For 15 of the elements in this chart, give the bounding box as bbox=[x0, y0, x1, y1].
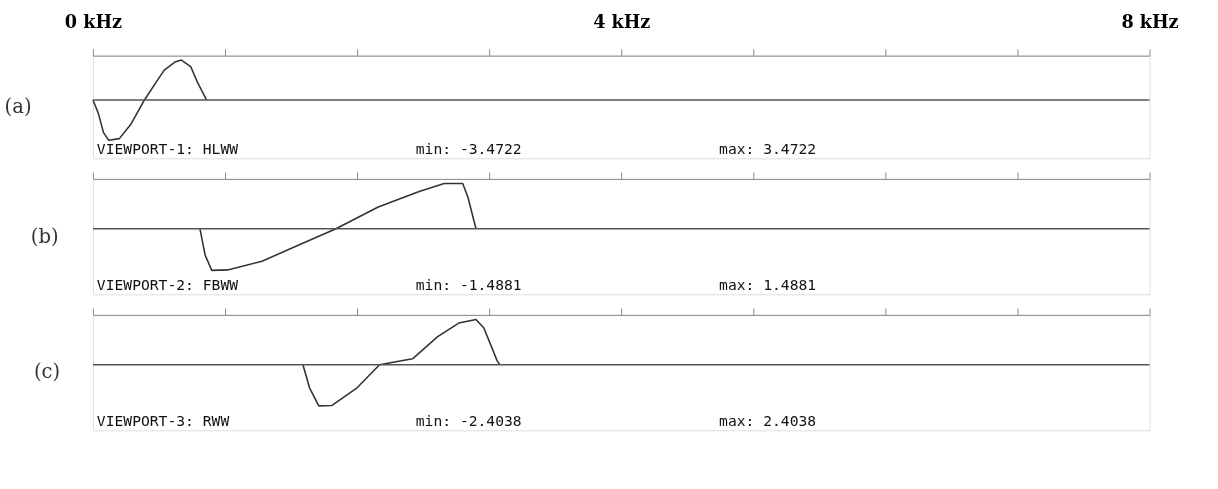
text: VIEWPORT-2: FBWW bbox=[96, 276, 239, 294]
text: (b) bbox=[30, 224, 59, 248]
x-tick-label: 4 kHz bbox=[593, 10, 651, 32]
text: min: -2.4038 bbox=[415, 412, 522, 430]
x-tick-label: 8 kHz bbox=[1121, 10, 1179, 32]
text: max: 1.4881 bbox=[719, 276, 817, 294]
text: (c) bbox=[33, 360, 61, 384]
text: min: -3.4722 bbox=[415, 140, 522, 158]
x-tick-label: 0 kHz bbox=[64, 10, 123, 32]
text: (a) bbox=[4, 94, 32, 118]
text: max: 3.4722 bbox=[719, 140, 817, 158]
text: min: -1.4881 bbox=[415, 276, 522, 294]
text: VIEWPORT-1: HLWW bbox=[96, 140, 239, 158]
text: VIEWPORT-3: RWW bbox=[96, 412, 230, 430]
text: max: 2.4038 bbox=[719, 412, 817, 430]
